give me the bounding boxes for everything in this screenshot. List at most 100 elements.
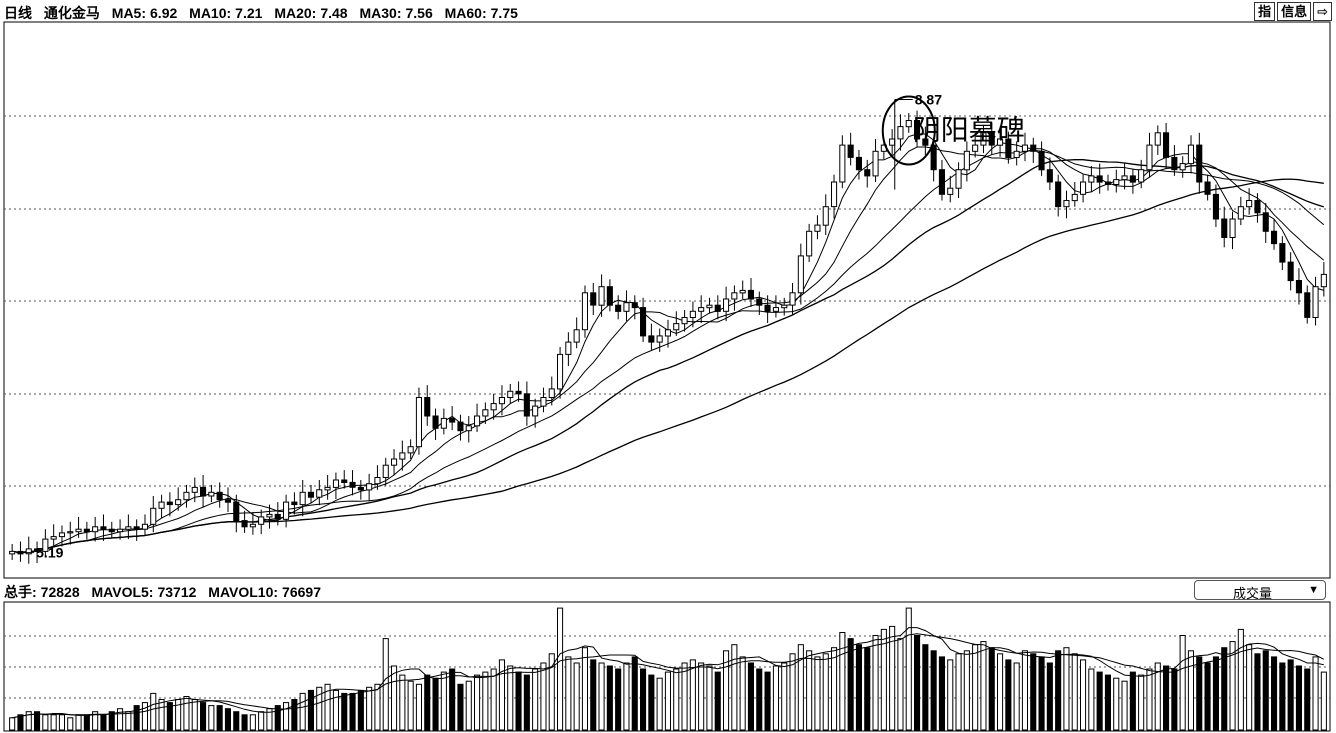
candle-body-19 [166, 501, 173, 506]
volume-bar-115 [963, 650, 970, 731]
info-button[interactable]: 信息 [1277, 2, 1312, 21]
candle-body-87 [731, 292, 738, 300]
volume-bar-89 [747, 662, 755, 731]
volume-bar-94 [789, 653, 796, 731]
volume-bar-28 [241, 714, 248, 731]
candle-body-27 [233, 501, 240, 522]
mavol5-value: 73712 [157, 584, 197, 600]
candle-body-49 [415, 397, 422, 448]
volume-bar-140 [1171, 668, 1178, 731]
candle-body-139 [1163, 132, 1170, 158]
volume-bar-138 [1154, 662, 1161, 731]
candle-body-101 [847, 144, 854, 158]
volume-bar-136 [1138, 674, 1145, 731]
volume-bar-92 [772, 665, 780, 731]
candle-body-58 [490, 403, 497, 411]
volume-bar-9 [83, 714, 90, 731]
volume-bar-110 [922, 644, 929, 731]
volume-bar-144 [1204, 662, 1211, 731]
candle-body-22 [191, 486, 198, 493]
volume-bar-21 [183, 696, 190, 731]
volume-bar-27 [233, 711, 240, 731]
candle-body-64 [540, 397, 547, 407]
ma30-label: MA30: [359, 5, 402, 21]
volume-bar-14 [125, 711, 132, 731]
annotation-text: 阴阳墓碑 [913, 114, 1025, 147]
volume-bar-117 [980, 641, 987, 731]
ma10-value: 7.21 [235, 5, 263, 21]
indicator-select-value: 成交量 [1233, 586, 1273, 601]
candle-body-138 [1154, 132, 1161, 146]
candle-body-95 [797, 255, 804, 294]
candle-body-109 [914, 120, 921, 140]
volume-bar-65 [548, 653, 555, 731]
candle-body-103 [864, 169, 871, 177]
stock-name: 通化金马 [43, 5, 100, 21]
candle-body-20 [175, 499, 182, 506]
candle-body-61 [515, 390, 522, 395]
candle-body-52 [440, 417, 447, 429]
volume-bar-53 [449, 668, 456, 731]
volume-bar-60 [507, 665, 514, 731]
ma10-label: MA10: [189, 5, 232, 21]
candle-body-50 [424, 397, 431, 417]
volume-bar-69 [581, 647, 589, 731]
volume-bar-88 [739, 656, 746, 731]
volume-bar-101 [847, 638, 854, 731]
volume-bar-121 [1013, 662, 1020, 731]
volume-bar-72 [606, 665, 613, 731]
volume-bar-5 [50, 714, 57, 731]
low-price-label: 5.19 [36, 545, 63, 561]
volume-bar-147 [1229, 641, 1236, 731]
candle-body-55 [465, 425, 472, 432]
volume-bar-35 [299, 692, 306, 731]
volume-bar-3 [34, 711, 41, 731]
volume-bar-83 [698, 662, 705, 731]
candle-body-120 [1005, 138, 1012, 158]
volume-bar-48 [407, 680, 414, 731]
volume-bar-118 [988, 647, 995, 731]
volume-bar-99 [831, 647, 838, 731]
candle-body-85 [714, 304, 721, 312]
candle-body-24 [208, 491, 215, 497]
candle-body-81 [681, 317, 688, 325]
volume-bar-54 [457, 683, 464, 731]
volume-bar-63 [532, 668, 539, 731]
volume-bar-25 [216, 705, 223, 731]
candle-body-158 [1320, 273, 1327, 288]
mavol10-label: MAVOL10: [208, 584, 279, 600]
volume-bar-123 [1030, 653, 1037, 731]
candle-body-122 [1021, 144, 1029, 152]
volume-bar-62 [523, 674, 530, 731]
candle-body-90 [756, 298, 763, 306]
candle-body-154 [1287, 261, 1294, 282]
candle-body-80 [673, 323, 680, 331]
candle-body-107 [897, 126, 904, 140]
candle-body-6 [58, 532, 66, 538]
candle-body-5 [50, 536, 57, 540]
candle-body-129 [1080, 181, 1087, 195]
candle-body-28 [241, 520, 248, 528]
indicator-select[interactable]: 成交量 ▼ [1194, 580, 1326, 601]
index-button[interactable]: 指 [1254, 2, 1276, 21]
volume-bar-95 [797, 644, 804, 731]
volume-bar-145 [1212, 656, 1220, 731]
volume-bar-128 [1071, 653, 1078, 731]
volume-bar-19 [166, 702, 173, 731]
volume-bar-79 [664, 671, 672, 731]
exit-arrow-icon[interactable]: ⇨ [1313, 2, 1332, 21]
candle-body-151 [1262, 212, 1269, 232]
candle-body-65 [548, 388, 555, 398]
candle-body-57 [482, 409, 489, 417]
volume-bar-22 [191, 699, 198, 731]
candle-body-104 [872, 150, 879, 177]
ma60-label: MA60: [444, 5, 487, 21]
volume-bar-103 [864, 647, 871, 731]
candle-body-15 [133, 526, 140, 530]
candle-body-53 [449, 417, 456, 423]
candle-body-125 [1046, 169, 1053, 183]
volume-bar-56 [474, 674, 481, 731]
volume-bar-108 [905, 607, 912, 731]
volume-bar-24 [208, 705, 215, 731]
volume-bar-107 [897, 638, 904, 731]
